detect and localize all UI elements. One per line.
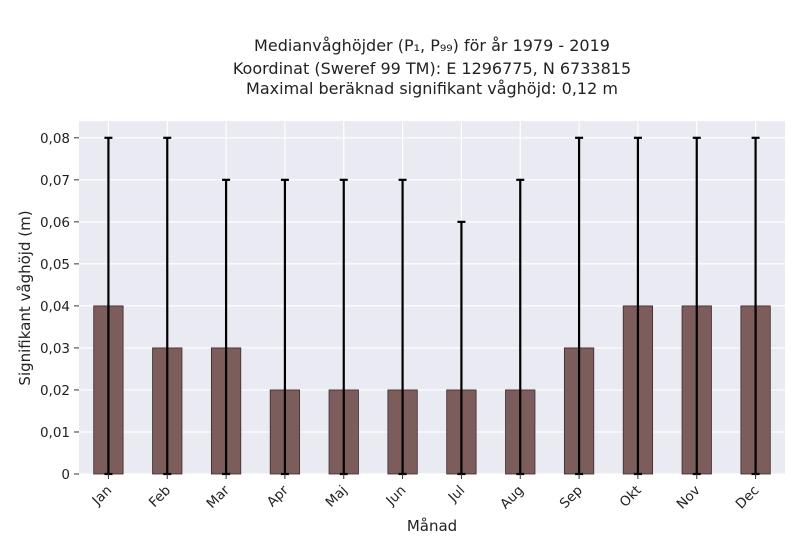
y-tick-label: 0,05 (40, 257, 70, 273)
x-axis-label: Månad (407, 517, 457, 535)
x-tick-label-nov: Nov (674, 483, 704, 513)
x-tick-label-sep: Sep (557, 483, 586, 512)
y-axis-ticks: 0 0,01 0,02 0,03 0,04 0,05 0,06 0,07 0,08 (40, 131, 79, 483)
x-tick-label-apr: Apr (264, 482, 292, 510)
x-tick-label-jun: Jun (382, 483, 409, 510)
y-tick-label: 0,08 (40, 131, 70, 147)
y-axis-label: Signifikant våghöjd (m) (16, 210, 34, 385)
x-tick-label-feb: Feb (146, 483, 174, 511)
y-tick-label: 0 (61, 467, 70, 483)
x-tick-label-maj: Maj (323, 483, 351, 511)
title-line-2: Koordinat (Sweref 99 TM): E 1296775, N 6… (233, 59, 631, 78)
title-line-3: Maximal beräknad signifikant våghöjd: 0,… (246, 79, 618, 98)
x-tick-label-jan: Jan (89, 483, 116, 510)
y-tick-label: 0,03 (40, 341, 70, 357)
plot-area (79, 121, 785, 474)
y-tick-label: 0,07 (40, 173, 70, 189)
y-tick-label: 0,04 (40, 299, 70, 315)
y-tick-label: 0,02 (40, 383, 70, 399)
x-axis-ticks: Jan Feb Mar Apr Maj Jun Jul Aug Sep Okt Nov Dec (89, 474, 763, 513)
y-tick-label: 0,06 (40, 215, 70, 231)
x-tick-label-dec: Dec (733, 483, 763, 513)
y-tick-label: 0,01 (40, 425, 70, 441)
x-tick-label-jul: Jul (445, 483, 469, 507)
x-tick-label-mar: Mar (204, 482, 234, 512)
error-bars (104, 136, 760, 476)
title-line-1: Medianvåghöjder (P₁, P₉₉) för år 1979 - … (254, 36, 610, 55)
x-tick-label-okt: Okt (617, 483, 645, 511)
chart-title: Medianvåghöjder (P₁, P₉₉) för år 1979 - … (233, 36, 631, 98)
x-tick-label-aug: Aug (497, 483, 527, 513)
